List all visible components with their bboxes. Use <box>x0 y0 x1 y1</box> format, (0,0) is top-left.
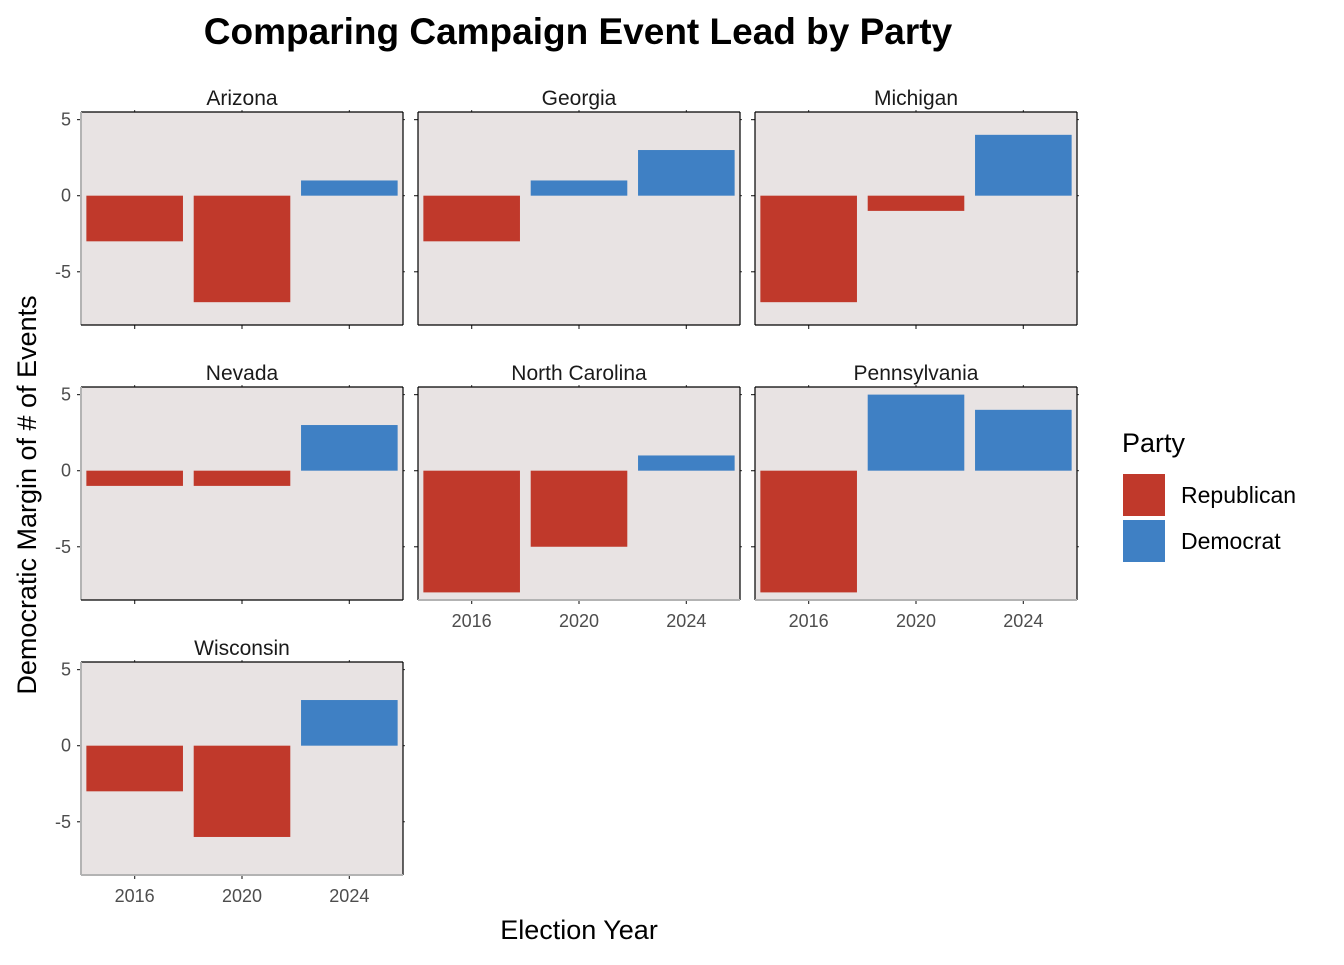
legend-label-democrat: Democrat <box>1181 528 1281 554</box>
facet-wisconsin: Wisconsin -5 0 5 2016 2020 2024 <box>55 637 405 906</box>
bar-north-carolina-2016 <box>423 470 520 593</box>
facet-pennsylvania: Pennsylvania 2016 2020 2024 <box>751 362 1079 631</box>
y-tick-label: -5 <box>55 537 71 557</box>
y-tick-label: 5 <box>61 110 71 130</box>
x-tick-label: 2024 <box>329 886 369 906</box>
facet-north-carolina: North Carolina 2016 2020 2024 <box>414 362 742 631</box>
x-tick-label: 2020 <box>222 886 262 906</box>
facet-label-georgia: Georgia <box>542 87 617 110</box>
bar-pennsylvania-2024 <box>975 409 1072 471</box>
bar-wisconsin-2016 <box>86 745 183 792</box>
y-tick-label: -5 <box>55 812 71 832</box>
bar-arizona-2020 <box>193 195 291 303</box>
bar-arizona-2016 <box>86 195 183 242</box>
facet-panels: Arizona -5 0 5 Georgia Michigan Nevada -5 0 5 Nort… <box>55 87 1079 906</box>
facet-label-north-carolina: North Carolina <box>511 362 647 385</box>
facet-nevada: Nevada -5 0 5 <box>55 362 405 604</box>
x-tick-label: 2016 <box>789 611 829 631</box>
legend: Party Republican Democrat <box>1122 428 1296 562</box>
facet-arizona: Arizona -5 0 5 <box>55 87 405 329</box>
y-tick-label: 5 <box>61 385 71 405</box>
bar-pennsylvania-2020 <box>867 394 965 471</box>
x-tick-label: 2024 <box>1003 611 1043 631</box>
facet-label-wisconsin: Wisconsin <box>194 637 290 660</box>
bar-georgia-2024 <box>638 150 735 196</box>
bar-north-carolina-2024 <box>638 455 735 471</box>
x-tick-label: 2016 <box>115 886 155 906</box>
y-tick-label: 0 <box>61 461 71 481</box>
bar-georgia-2016 <box>423 195 520 242</box>
bar-nevada-2020 <box>193 470 291 486</box>
facet-label-arizona: Arizona <box>206 87 278 110</box>
legend-swatch-democrat <box>1123 520 1165 562</box>
panel-background <box>81 387 403 600</box>
facet-label-michigan: Michigan <box>874 87 958 110</box>
y-tick-label: 0 <box>61 736 71 756</box>
bar-wisconsin-2024 <box>301 700 398 746</box>
legend-items: Republican Democrat <box>1123 474 1296 562</box>
facet-label-nevada: Nevada <box>206 362 279 385</box>
bar-north-carolina-2020 <box>530 470 628 547</box>
bar-arizona-2024 <box>301 180 398 196</box>
bar-michigan-2020 <box>867 195 965 211</box>
chart-title: Comparing Campaign Event Lead by Party <box>204 11 953 52</box>
x-tick-label: 2016 <box>452 611 492 631</box>
legend-swatch-republican <box>1123 474 1165 516</box>
legend-label-republican: Republican <box>1181 482 1296 508</box>
legend-title: Party <box>1122 428 1186 458</box>
facet-georgia: Georgia <box>414 87 742 329</box>
bar-georgia-2020 <box>530 180 628 196</box>
y-tick-label: -5 <box>55 262 71 282</box>
bar-wisconsin-2020 <box>193 745 291 837</box>
bar-nevada-2016 <box>86 470 183 486</box>
facet-label-pennsylvania: Pennsylvania <box>854 362 979 385</box>
x-tick-label: 2020 <box>559 611 599 631</box>
x-tick-label: 2020 <box>896 611 936 631</box>
y-tick-label: 5 <box>61 660 71 680</box>
bar-michigan-2024 <box>975 134 1072 196</box>
x-axis-title: Election Year <box>500 915 658 945</box>
y-tick-label: 0 <box>61 186 71 206</box>
bar-pennsylvania-2016 <box>760 470 857 593</box>
bar-michigan-2016 <box>760 195 857 303</box>
y-axis-title: Democratic Margin of # of Events <box>12 295 42 694</box>
facet-michigan: Michigan <box>751 87 1079 329</box>
x-tick-label: 2024 <box>666 611 706 631</box>
bar-nevada-2024 <box>301 425 398 471</box>
